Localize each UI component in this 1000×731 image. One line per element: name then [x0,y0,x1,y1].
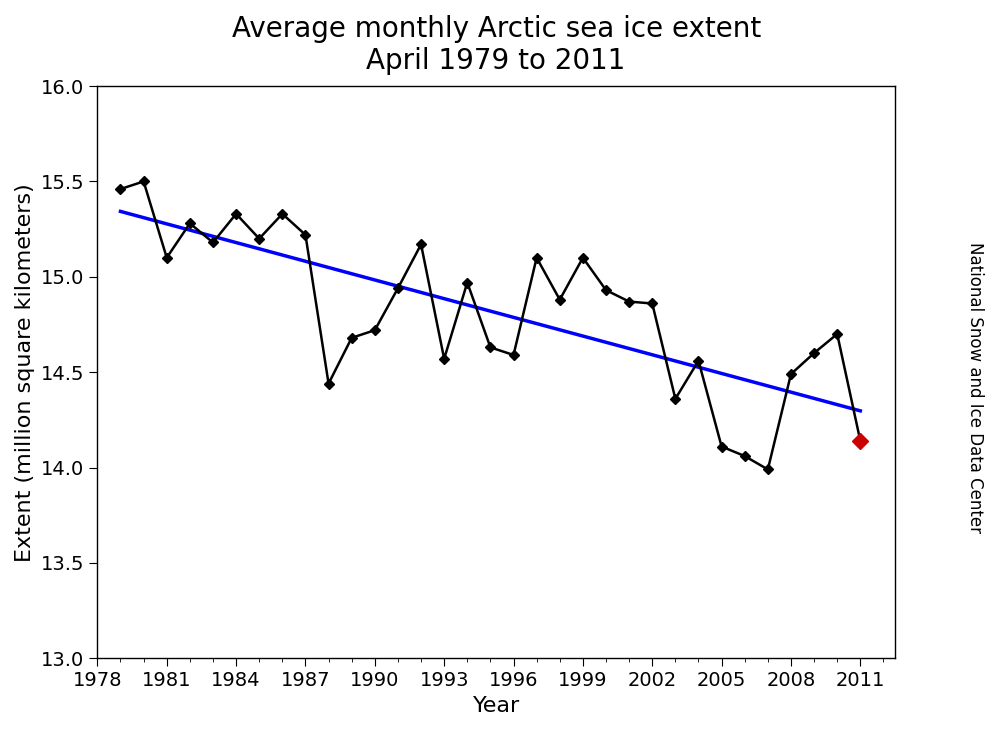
Text: National Snow and Ice Data Center: National Snow and Ice Data Center [966,242,984,533]
Y-axis label: Extent (million square kilometers): Extent (million square kilometers) [15,183,35,561]
Title: Average monthly Arctic sea ice extent
April 1979 to 2011: Average monthly Arctic sea ice extent Ap… [232,15,761,75]
X-axis label: Year: Year [473,696,520,716]
